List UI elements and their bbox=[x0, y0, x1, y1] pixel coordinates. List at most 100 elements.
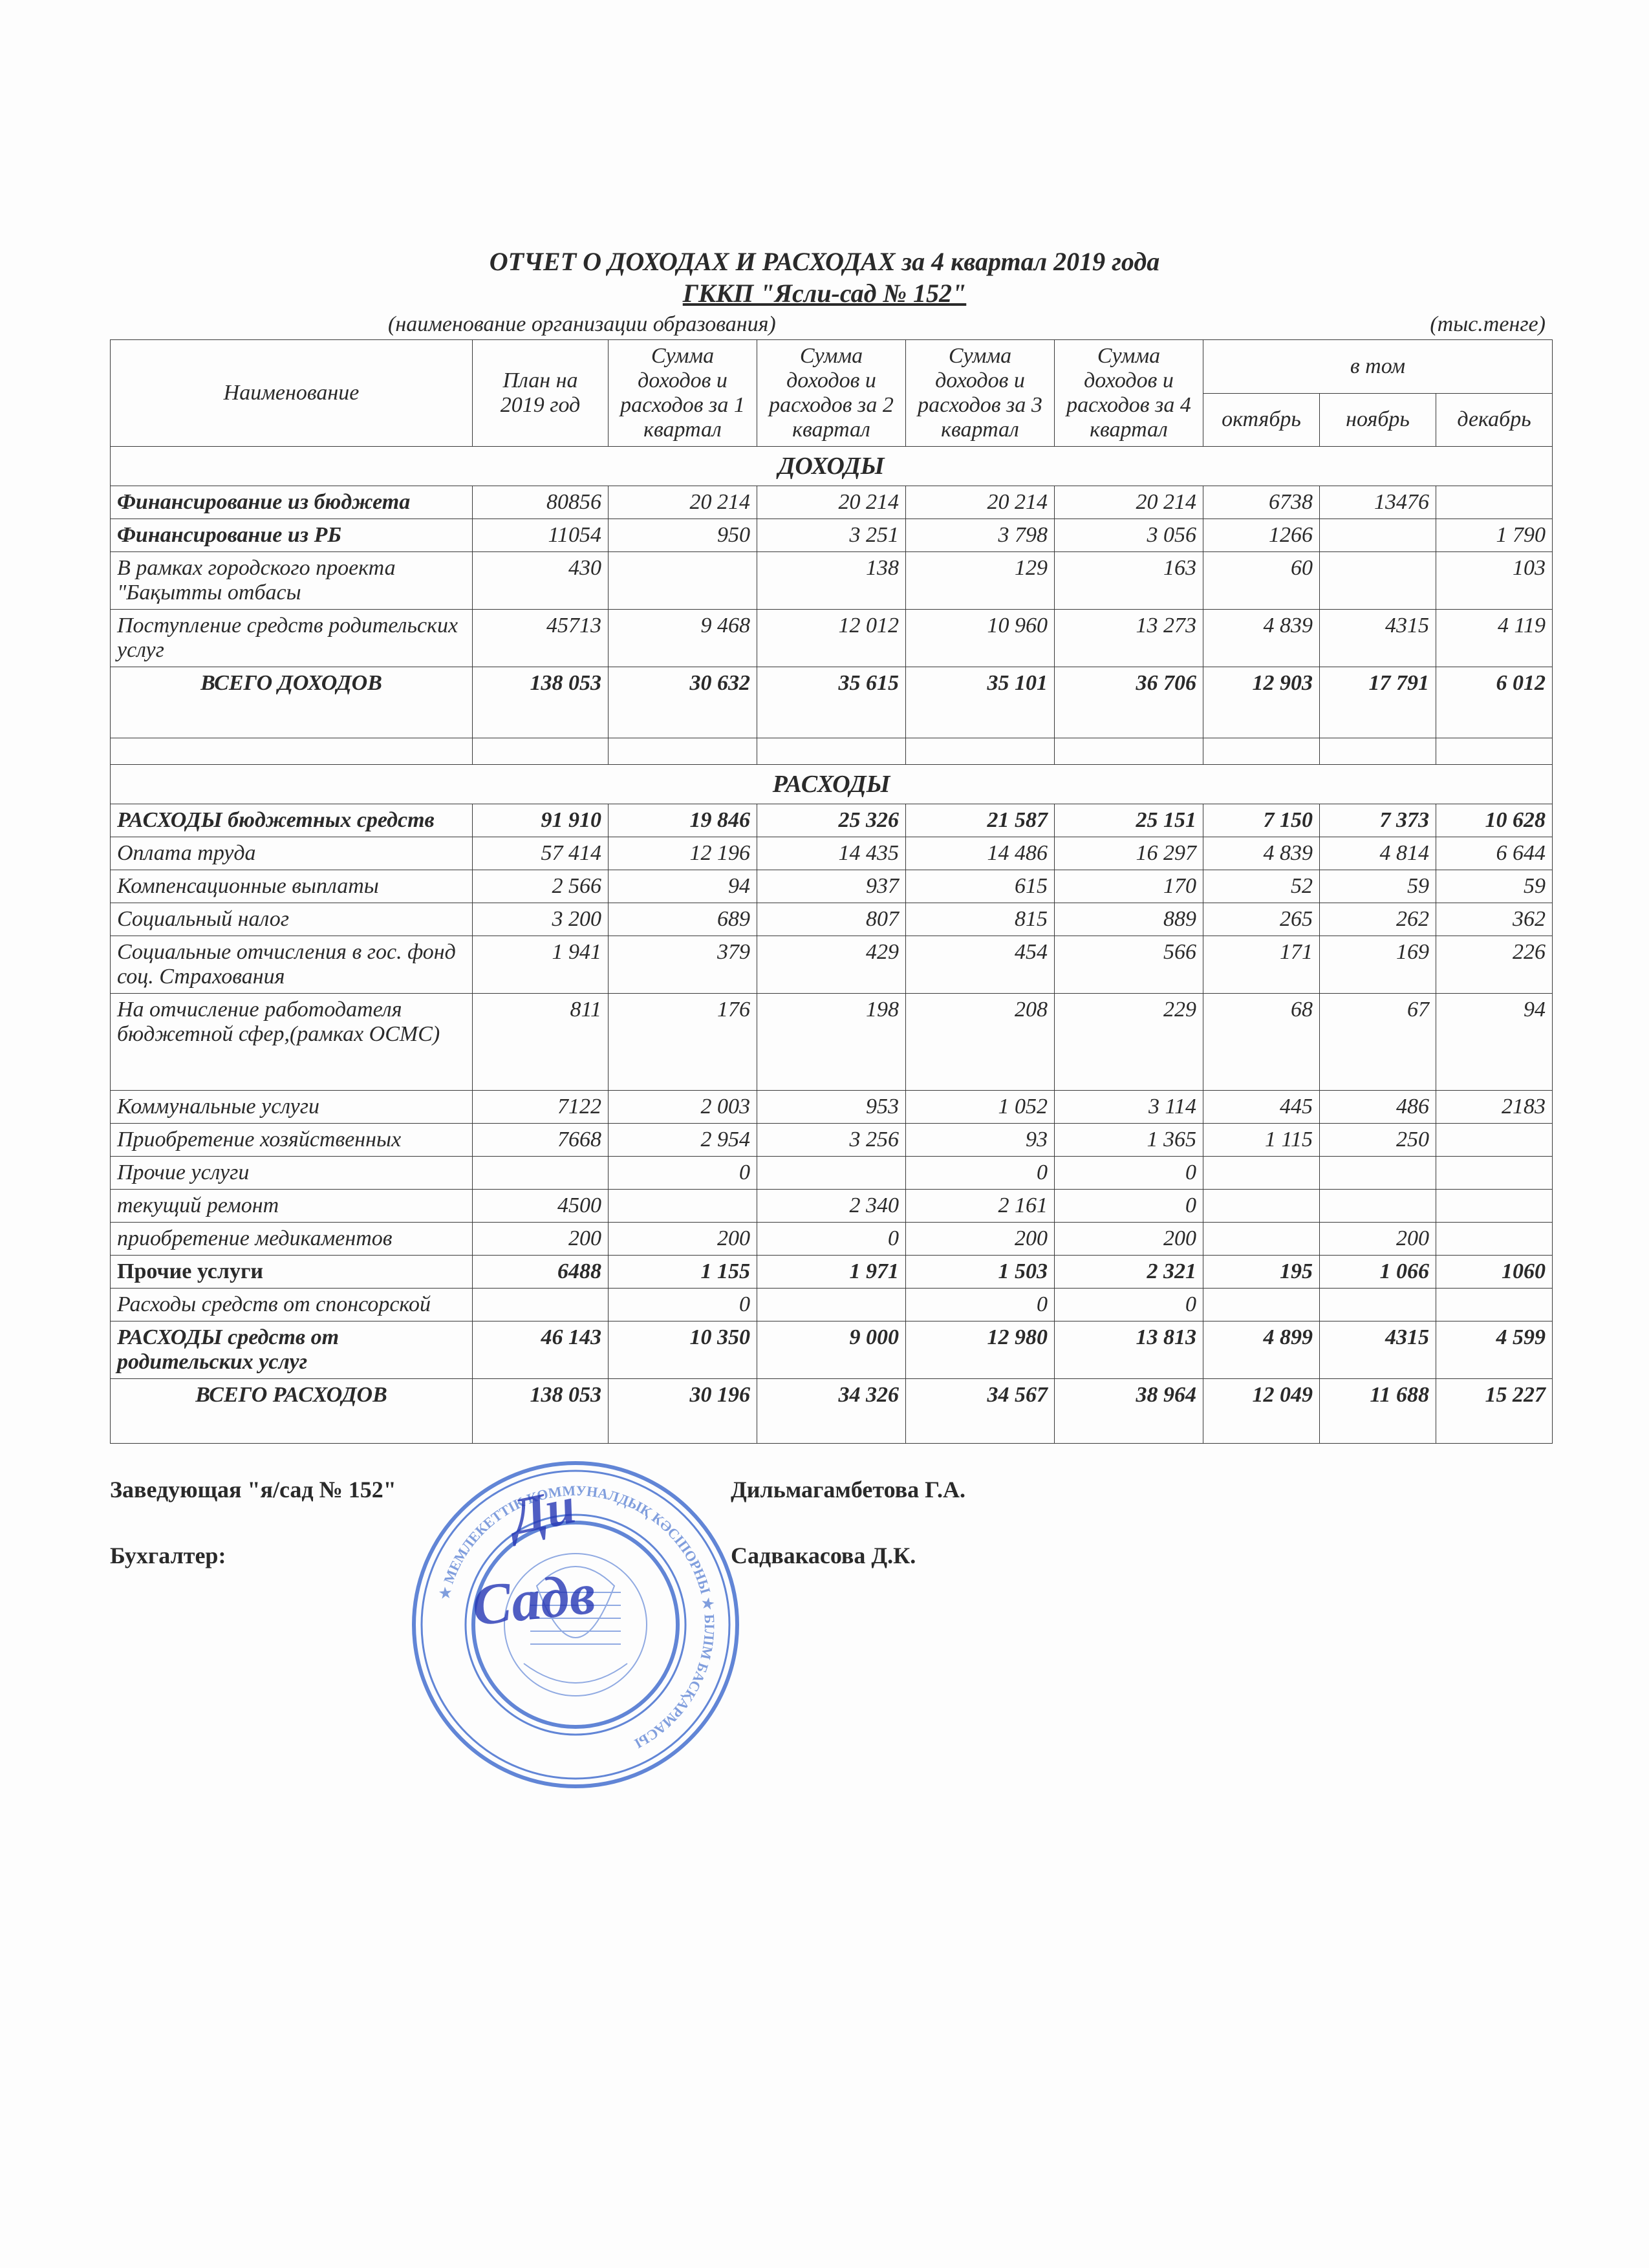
cell-plan: 811 bbox=[473, 994, 609, 1091]
cell-q2: 2 340 bbox=[757, 1190, 906, 1223]
cell-m10: 4 839 bbox=[1203, 837, 1320, 870]
cell-m11: 4 814 bbox=[1320, 837, 1436, 870]
cell-m12: 362 bbox=[1436, 903, 1553, 936]
cell-m10: 7 150 bbox=[1203, 804, 1320, 837]
cell-m11: 11 688 bbox=[1320, 1379, 1436, 1444]
cell-q3: 12 980 bbox=[906, 1321, 1055, 1379]
cell-plan: 46 143 bbox=[473, 1321, 609, 1379]
cell-m12 bbox=[1436, 1124, 1553, 1157]
signature-block: ★ МЕМЛЕКЕТТІК КОММУНАЛДЫҚ КӘСІПОРНЫ ★ БІ… bbox=[110, 1476, 1539, 1569]
cell-plan: 430 bbox=[473, 552, 609, 610]
cell-m11: 17 791 bbox=[1320, 667, 1436, 738]
cell-q3: 1 052 bbox=[906, 1091, 1055, 1124]
table-row: РАСХОДЫ средств от родительских услуг46 … bbox=[111, 1321, 1553, 1379]
cell-m11 bbox=[1320, 1190, 1436, 1223]
row-name: текущий ремонт bbox=[111, 1190, 473, 1223]
row-name: Финансирование из бюджета bbox=[111, 486, 473, 519]
row-name: РАСХОДЫ бюджетных средств bbox=[111, 804, 473, 837]
cell-m12 bbox=[1436, 1157, 1553, 1190]
cell-q4: 163 bbox=[1055, 552, 1203, 610]
cell-plan: 91 910 bbox=[473, 804, 609, 837]
cell-q2: 3 251 bbox=[757, 519, 906, 552]
cell-m10: 1266 bbox=[1203, 519, 1320, 552]
cell-m11: 59 bbox=[1320, 870, 1436, 903]
cell-q1: 0 bbox=[609, 1289, 757, 1321]
cell-q3: 14 486 bbox=[906, 837, 1055, 870]
cell-m10: 6738 bbox=[1203, 486, 1320, 519]
row-name: Компенсационные выплаты bbox=[111, 870, 473, 903]
table-head: Наименование План на 2019 год Сумма дохо… bbox=[111, 340, 1553, 447]
cell-m11 bbox=[1320, 1289, 1436, 1321]
cell-m12: 2183 bbox=[1436, 1091, 1553, 1124]
cell-m12 bbox=[1436, 486, 1553, 519]
cell-q3: 93 bbox=[906, 1124, 1055, 1157]
cell-m10 bbox=[1203, 1223, 1320, 1256]
cell-m11: 4315 bbox=[1320, 1321, 1436, 1379]
row-name: Расходы средств от спонсорской bbox=[111, 1289, 473, 1321]
cell-q4: 25 151 bbox=[1055, 804, 1203, 837]
cell-q2: 953 bbox=[757, 1091, 906, 1124]
cell-plan: 7668 bbox=[473, 1124, 609, 1157]
cell-m11 bbox=[1320, 1157, 1436, 1190]
cell-q1: 12 196 bbox=[609, 837, 757, 870]
cell-m11: 169 bbox=[1320, 936, 1436, 994]
cell-q4: 16 297 bbox=[1055, 837, 1203, 870]
cell-q4: 0 bbox=[1055, 1289, 1203, 1321]
cell-m12: 6 644 bbox=[1436, 837, 1553, 870]
meta-units: (тыс.тенге) bbox=[1430, 312, 1546, 337]
cell-q1: 20 214 bbox=[609, 486, 757, 519]
row-name: Социальный налог bbox=[111, 903, 473, 936]
cell-m12 bbox=[1436, 1289, 1553, 1321]
row-name: Социальные отчисления в гос. фонд соц. С… bbox=[111, 936, 473, 994]
cell-q2: 138 bbox=[757, 552, 906, 610]
cell-q3: 454 bbox=[906, 936, 1055, 994]
cell-q3: 3 798 bbox=[906, 519, 1055, 552]
col-nov: ноябрь bbox=[1320, 393, 1436, 447]
table-row: ВСЕГО ДОХОДОВ138 05330 63235 61535 10136… bbox=[111, 667, 1553, 738]
cell-q1: 2 003 bbox=[609, 1091, 757, 1124]
row-name: Оплата труда bbox=[111, 837, 473, 870]
report-title: ОТЧЕТ О ДОХОДАХ И РАСХОДАХ за 4 квартал … bbox=[110, 246, 1539, 278]
cell-q4: 13 273 bbox=[1055, 610, 1203, 667]
cell-q1: 950 bbox=[609, 519, 757, 552]
cell-q2: 198 bbox=[757, 994, 906, 1091]
cell-m11 bbox=[1320, 519, 1436, 552]
table-row: Поступление средств родительских услуг45… bbox=[111, 610, 1553, 667]
cell-m12 bbox=[1436, 1223, 1553, 1256]
cell-q3: 21 587 bbox=[906, 804, 1055, 837]
cell-q3: 2 161 bbox=[906, 1190, 1055, 1223]
cell-q4: 0 bbox=[1055, 1157, 1203, 1190]
cell-q3: 0 bbox=[906, 1289, 1055, 1321]
row-name: ВСЕГО РАСХОДОВ bbox=[111, 1379, 473, 1444]
table-row: Приобретение хозяйственных76682 9543 256… bbox=[111, 1124, 1553, 1157]
cell-q1: 176 bbox=[609, 994, 757, 1091]
cell-q1: 379 bbox=[609, 936, 757, 994]
cell-q4: 38 964 bbox=[1055, 1379, 1203, 1444]
cell-m10: 12 903 bbox=[1203, 667, 1320, 738]
cell-m11: 262 bbox=[1320, 903, 1436, 936]
col-name: Наименование bbox=[111, 340, 473, 447]
cell-q1: 200 bbox=[609, 1223, 757, 1256]
table-row: Финансирование из бюджета8085620 21420 2… bbox=[111, 486, 1553, 519]
table-row: В рамках городского проекта "Бақытты отб… bbox=[111, 552, 1553, 610]
cell-q1: 2 954 bbox=[609, 1124, 757, 1157]
row-name: Прочие услуги bbox=[111, 1256, 473, 1289]
table-row: ВСЕГО РАСХОДОВ138 05330 19634 32634 5673… bbox=[111, 1379, 1553, 1444]
cell-m11: 4315 bbox=[1320, 610, 1436, 667]
cell-q1: 30 632 bbox=[609, 667, 757, 738]
cell-m10: 171 bbox=[1203, 936, 1320, 994]
cell-q1: 0 bbox=[609, 1157, 757, 1190]
spacer-row bbox=[111, 738, 1553, 765]
meta-row: (наименование организации образования) (… bbox=[110, 312, 1552, 339]
cell-q4: 3 056 bbox=[1055, 519, 1203, 552]
table-row: Прочие услуги000 bbox=[111, 1157, 1553, 1190]
cell-plan: 7122 bbox=[473, 1091, 609, 1124]
cell-q2: 25 326 bbox=[757, 804, 906, 837]
cell-q2: 34 326 bbox=[757, 1379, 906, 1444]
cell-m10 bbox=[1203, 1190, 1320, 1223]
table-row: Социальный налог3 2006898078158892652623… bbox=[111, 903, 1553, 936]
cell-q4: 3 114 bbox=[1055, 1091, 1203, 1124]
cell-plan: 1 941 bbox=[473, 936, 609, 994]
cell-q4: 2 321 bbox=[1055, 1256, 1203, 1289]
cell-plan: 3 200 bbox=[473, 903, 609, 936]
